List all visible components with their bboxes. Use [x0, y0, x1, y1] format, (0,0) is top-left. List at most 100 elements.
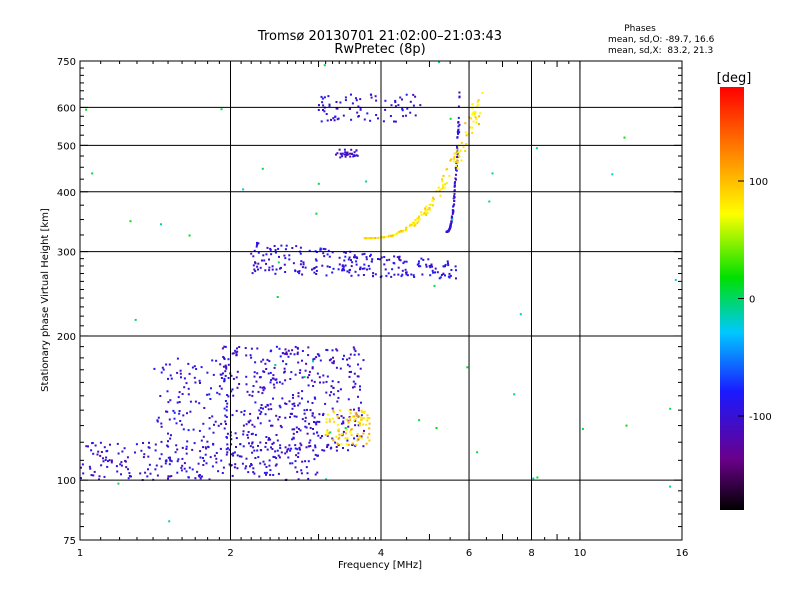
- scatter-point: [418, 265, 420, 268]
- scatter-point: [160, 422, 163, 425]
- scatter-point: [452, 205, 455, 208]
- scatter-point: [213, 454, 216, 457]
- scatter-point: [428, 203, 431, 206]
- scatter-point: [319, 247, 322, 250]
- scatter-point: [120, 461, 123, 464]
- scatter-point: [259, 386, 262, 389]
- scatter-point: [224, 400, 227, 402]
- scatter-point: [336, 107, 339, 110]
- scatter-point: [349, 416, 352, 419]
- scatter-point: [325, 478, 328, 481]
- scatter-point: [384, 99, 387, 102]
- scatter-point: [223, 407, 226, 410]
- scatter-point: [353, 385, 356, 388]
- scatter-point: [186, 440, 189, 443]
- scatter-point: [217, 424, 220, 427]
- scatter-point: [623, 136, 626, 139]
- scatter-point: [199, 450, 202, 453]
- scatter-point: [368, 432, 371, 435]
- scatter-point: [363, 118, 366, 121]
- scatter-point: [258, 376, 261, 379]
- scatter-point: [442, 265, 445, 268]
- scatter-point: [332, 410, 335, 413]
- scatter-point: [383, 236, 386, 239]
- scatter-point: [338, 409, 341, 412]
- scatter-point: [332, 438, 335, 441]
- scatter-point: [288, 258, 291, 261]
- scatter-point: [267, 408, 270, 411]
- scatter-point: [251, 272, 254, 275]
- scatter-point: [208, 427, 211, 430]
- scatter-point: [176, 460, 179, 463]
- scatter-point: [230, 438, 233, 441]
- scatter-point: [211, 415, 214, 418]
- scatter-point: [226, 447, 229, 450]
- scatter-point: [263, 387, 266, 390]
- scatter-point: [220, 459, 223, 462]
- scatter-point: [360, 401, 362, 404]
- scatter-point: [292, 262, 295, 265]
- scatter-point: [444, 186, 447, 189]
- phase-stats-o: mean, sd,O: -89.7, 16.6: [608, 35, 715, 45]
- scatter-point: [160, 465, 163, 468]
- scatter-point: [230, 443, 233, 446]
- scatter-point: [391, 268, 394, 271]
- scatter-point: [366, 436, 369, 439]
- scatter-point: [405, 93, 408, 96]
- scatter-point: [348, 371, 351, 373]
- scatter-point: [238, 346, 241, 348]
- scatter-point: [356, 435, 359, 437]
- scatter-point: [259, 413, 262, 415]
- scatter-point: [235, 376, 238, 379]
- scatter-point: [298, 270, 301, 273]
- scatter-point: [356, 154, 359, 157]
- scatter-point: [185, 445, 188, 448]
- scatter-point: [173, 417, 176, 420]
- scatter-point: [224, 364, 227, 367]
- scatter-point: [346, 270, 349, 273]
- scatter-point: [362, 274, 365, 276]
- scatter-point: [173, 411, 176, 414]
- scatter-point: [436, 271, 439, 274]
- scatter-point: [225, 367, 228, 370]
- scatter-point: [328, 103, 331, 106]
- scatter-point: [292, 396, 294, 399]
- scatter-point: [307, 400, 309, 403]
- scatter-point: [344, 251, 347, 254]
- scatter-point: [231, 414, 234, 417]
- scatter-point: [284, 452, 287, 455]
- scatter-point: [202, 435, 205, 438]
- scatter-point: [314, 444, 317, 447]
- scatter-point: [304, 425, 307, 428]
- scatter-point: [363, 410, 366, 413]
- scatter-point: [279, 267, 281, 270]
- scatter-point: [223, 358, 226, 360]
- scatter-point: [367, 264, 370, 267]
- scatter-point: [154, 443, 157, 446]
- scatter-point: [536, 476, 539, 479]
- scatter-point: [338, 256, 341, 259]
- scatter-point: [362, 417, 365, 419]
- scatter-point: [234, 463, 237, 466]
- scatter-point: [344, 99, 347, 102]
- scatter-point: [464, 150, 467, 153]
- scatter-point: [202, 446, 204, 449]
- scatter-point: [336, 415, 339, 418]
- scatter-point: [153, 367, 156, 370]
- scatter-point: [369, 119, 372, 122]
- scatter-point: [254, 261, 256, 264]
- scatter-point: [399, 230, 402, 233]
- scatter-point: [215, 452, 218, 454]
- scatter-point: [379, 236, 382, 239]
- scatter-point: [275, 268, 278, 271]
- scatter-point: [344, 155, 347, 158]
- scatter-point: [185, 452, 188, 455]
- scatter-point: [266, 448, 269, 451]
- scatter-point: [491, 172, 494, 175]
- scatter-point: [347, 443, 350, 446]
- scatter-point: [168, 463, 171, 466]
- scatter-point: [399, 259, 402, 262]
- scatter-point: [401, 230, 404, 233]
- scatter-point: [257, 251, 260, 254]
